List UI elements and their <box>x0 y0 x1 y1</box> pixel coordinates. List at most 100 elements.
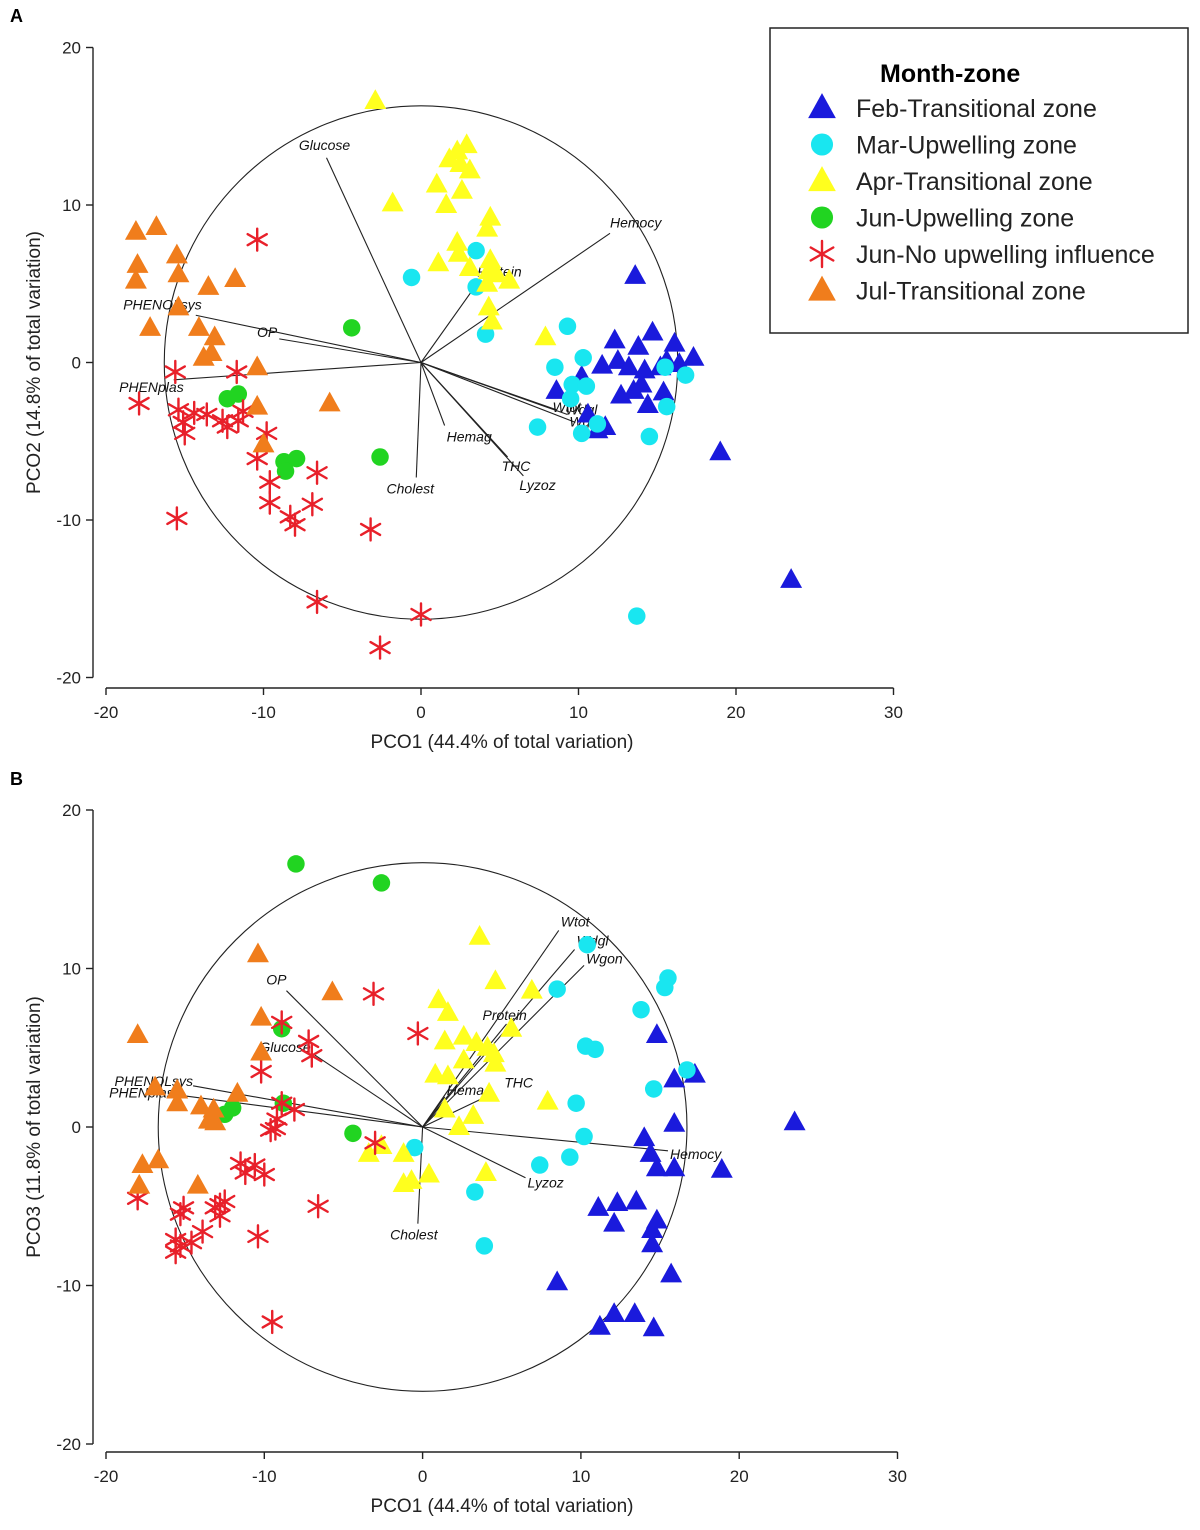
panel-a-point-junN <box>225 359 248 385</box>
panel-b-point-apr <box>500 1016 523 1037</box>
panel-b-point-apr <box>392 1142 415 1162</box>
panel-a-point-mar <box>574 349 592 367</box>
legend-label-mar: Mar-Upwelling zone <box>856 132 1077 160</box>
panel-b-point-junN <box>270 1010 293 1035</box>
panel-a-point-jul <box>187 316 210 336</box>
panel-a-point-apr <box>381 191 404 212</box>
panel-b-point-jul <box>144 1075 167 1096</box>
panel-b-point-junN <box>247 1224 269 1249</box>
panel-a-vector-protein <box>420 280 480 363</box>
panel-b-point-junN <box>261 1309 283 1335</box>
panel-a-point-junN <box>167 397 190 422</box>
panel-b-point-mar <box>644 1080 663 1098</box>
panel-a-point-junN <box>128 391 150 416</box>
panel-a-point-feb <box>627 334 650 355</box>
panel-a-point-mar <box>563 375 581 394</box>
panel-b-point-apr <box>427 988 450 1009</box>
panel-a-point-mar <box>528 418 547 436</box>
panel-b-point-jul <box>126 1023 149 1044</box>
panel-b-point-mar <box>531 1156 549 1174</box>
panel-b-point-jul <box>321 980 344 1001</box>
panel-b-series-feb <box>546 1023 806 1337</box>
panel-a-x-tick-label: 0 <box>416 703 425 722</box>
panel-b-vector-wtot <box>422 930 560 1128</box>
panel-a-point-jul <box>139 316 162 336</box>
panel-a-vector-phenplas <box>173 361 422 381</box>
panel-a-point-feb <box>545 379 568 399</box>
panel-a-series-junN <box>128 227 432 660</box>
panel-b-vector-label-protein: Protein <box>482 1007 527 1023</box>
panel-a: A -20 -10 0 10 20 30 -20 -10 0 10 20 PCO1 (44.4% of… <box>10 6 903 753</box>
panel-b-point-apr <box>536 1089 559 1110</box>
panel-b-y-tick-label: -10 <box>56 1277 81 1296</box>
panel-a-point-junN <box>410 602 432 627</box>
legend-title: Month-zone <box>880 60 1020 88</box>
panel-a-point-junN <box>172 410 194 435</box>
panel-b-x-tick-label: -10 <box>252 1467 277 1486</box>
panel-a-point-apr <box>427 251 450 272</box>
panel-a-x-tick-label: 20 <box>727 703 746 722</box>
panel-b-vector-label-wtot: Wtot <box>561 913 591 929</box>
panel-a-point-apr <box>477 295 500 316</box>
legend-marker-jul <box>808 275 836 301</box>
panel-b-point-jul <box>131 1153 154 1174</box>
panel-a-point-jul <box>124 219 147 240</box>
panel-a-point-feb <box>633 358 656 379</box>
panel-b-point-feb <box>663 1112 686 1132</box>
panel-b-point-jul <box>147 1148 170 1169</box>
panel-b-point-junN <box>244 1152 266 1178</box>
panel-a-point-mar <box>640 427 659 446</box>
panel-b-point-feb <box>623 1302 646 1323</box>
panel-a-x-axis-label: PCO1 (44.4% of total variation) <box>371 732 634 753</box>
panel-b-vector-label-hemocy: Hemocy <box>670 1146 722 1162</box>
panel-b-point-junN <box>250 1059 272 1084</box>
panel-b-point-junN <box>301 1043 323 1068</box>
panel-a-point-mar <box>657 397 676 416</box>
panel-a-point-jul <box>246 355 269 376</box>
panel-b-x-tick-label: 30 <box>888 1467 907 1486</box>
panel-a-point-junN <box>174 421 196 446</box>
panel-a-y-tick-label: 10 <box>62 196 81 215</box>
panel-b-label: B <box>10 769 23 789</box>
panel-b-point-junN <box>191 1219 214 1244</box>
panel-a-point-junU <box>229 385 248 403</box>
panel-b-point-feb <box>642 1316 665 1337</box>
panel-b-vector-protein <box>422 1023 507 1128</box>
panel-b-point-apr <box>357 1142 380 1162</box>
panel-b-point-junN <box>209 1203 231 1228</box>
panel-b-point-jul <box>250 1005 273 1026</box>
panel-a-vector-wdgl <box>420 361 568 415</box>
panel-b-point-mar <box>561 1148 579 1166</box>
panel-a-point-apr <box>425 172 448 193</box>
panel-b-x-tick-label: 10 <box>571 1467 590 1486</box>
panel-a-vector-label-phenplas: PHENplas <box>119 379 184 395</box>
panel-b-point-mar <box>466 1183 484 1201</box>
panel-a-y-tick-label: 0 <box>72 354 81 373</box>
panel-b-point-junN <box>362 981 385 1007</box>
panel-b-series-jul <box>126 942 344 1194</box>
panel-b-point-apr <box>436 1064 459 1085</box>
panel-b-point-apr <box>433 1029 456 1050</box>
panel-a-point-apr <box>438 147 461 168</box>
panel-a-point-feb <box>603 328 626 349</box>
panel-a-point-mar <box>402 268 421 287</box>
panel-a-point-apr <box>458 256 481 276</box>
legend-marker-feb <box>808 93 836 119</box>
panel-a-point-feb <box>630 372 653 393</box>
panel-b-vector-label-lyzoz: Lyzoz <box>527 1175 563 1191</box>
panel-b-point-feb <box>660 1262 683 1283</box>
panel-b-point-apr <box>478 1081 501 1102</box>
panel-b-vector-label-thc: THC <box>504 1075 534 1091</box>
panel-a-series-junU <box>218 319 389 480</box>
panel-a-point-jul <box>126 253 149 273</box>
panel-a-point-feb <box>641 320 664 341</box>
panel-a-point-junN <box>306 460 328 485</box>
panel-b-vector-hemag <box>422 1096 446 1128</box>
panel-b-vector-label-hemag: Hemag <box>447 1082 492 1098</box>
panel-b-vector-label-cholest: Cholest <box>390 1227 439 1243</box>
panel-b-point-junN <box>307 1194 329 1219</box>
panel-b-point-jul <box>166 1091 189 1112</box>
panel-b-point-feb <box>645 1208 668 1229</box>
panel-b-y-tick-label: 10 <box>62 960 81 979</box>
